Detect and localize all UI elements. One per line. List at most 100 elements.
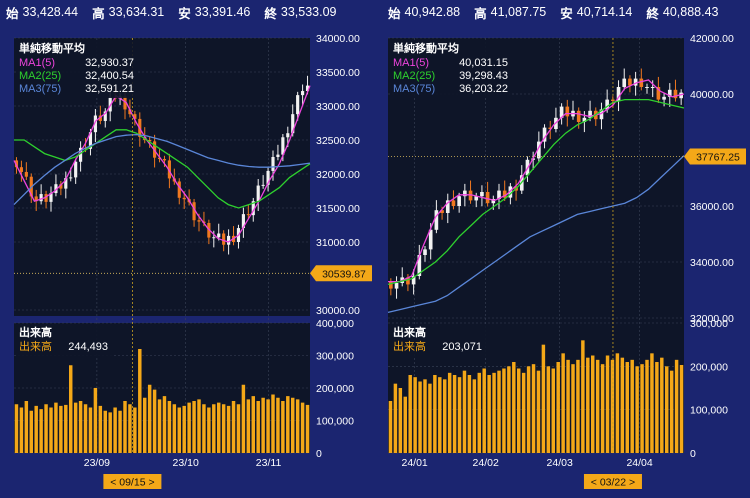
candle-body <box>162 159 167 161</box>
close-value: 40,888.43 <box>662 5 719 19</box>
volume-bar <box>472 379 477 453</box>
high-value: 33,634.31 <box>108 5 165 19</box>
volume-bar <box>98 405 103 453</box>
volume-bar <box>162 396 167 453</box>
candle-body <box>417 255 422 276</box>
candle-body <box>305 85 310 92</box>
volume-bar <box>423 379 427 453</box>
candle-body <box>14 160 19 168</box>
volume-bar <box>271 394 275 453</box>
candle-body <box>451 200 456 206</box>
candle-body <box>74 161 78 178</box>
volume-bar <box>276 397 280 453</box>
candle-body <box>645 87 649 88</box>
ma-legend-name: MA1(5) <box>393 57 429 69</box>
volume-bar <box>123 401 127 453</box>
volume-bar <box>256 401 260 453</box>
x-tick-label: 23/09 <box>84 457 110 469</box>
candle-body <box>49 193 53 202</box>
candle-body <box>605 99 609 110</box>
volume-bar <box>467 375 472 453</box>
volume-bar <box>433 375 437 453</box>
ma-legend-name: MA2(25) <box>393 70 435 82</box>
volume-bar <box>217 402 221 453</box>
close-value: 33,533.09 <box>280 5 337 19</box>
volume-bar <box>398 388 403 453</box>
volume-bar <box>408 375 412 453</box>
candle-body <box>440 210 444 213</box>
volume-bar <box>291 397 295 453</box>
volume-bar <box>595 359 600 453</box>
candle-body <box>276 154 280 157</box>
volume-bar <box>286 396 290 453</box>
volume-bar <box>44 404 48 453</box>
candle-body <box>463 190 467 197</box>
ma-legend-name: MA2(25) <box>19 70 61 82</box>
ma3-line <box>387 155 685 314</box>
volume-bar <box>531 364 536 453</box>
candle-body <box>227 235 231 245</box>
volume-bar <box>635 366 639 453</box>
volume-bar <box>438 377 442 453</box>
volume-bar <box>300 402 305 453</box>
indicator-title: 単純移動平均 <box>393 41 459 55</box>
candle-body <box>301 91 305 96</box>
volume-bar <box>452 375 457 453</box>
volume-bar <box>14 404 19 453</box>
volume-title: 出来高 <box>19 325 52 339</box>
candle-body <box>474 196 479 201</box>
volume-bar <box>413 377 417 453</box>
volume-bar <box>152 389 157 453</box>
volume-bar <box>34 405 38 453</box>
candle-body <box>389 281 393 289</box>
volume-bar <box>207 407 211 453</box>
volume-bar <box>54 402 58 453</box>
price-tick-label: 42000.00 <box>690 33 734 45</box>
candle-body <box>582 117 587 122</box>
volume-tick-label: 200,000 <box>316 383 354 395</box>
candle-body <box>559 106 564 118</box>
volume-bar <box>73 402 78 453</box>
price-tick-label: 32000.00 <box>690 313 734 325</box>
candle-body <box>281 137 285 155</box>
volume-tick-label: 400,000 <box>316 318 354 330</box>
volume-bar <box>187 402 191 453</box>
volume-bar <box>679 365 684 453</box>
volume-tick-label: 0 <box>690 448 696 460</box>
ma3-line <box>13 133 311 206</box>
ma2-line <box>14 129 311 209</box>
volume-bar <box>108 412 112 453</box>
open-value: 40,942.88 <box>404 5 461 19</box>
candle-body <box>251 201 255 216</box>
volume-bar <box>393 383 398 453</box>
volume-bar <box>487 375 491 453</box>
ohlc-header-left: 始 33,428.44 高 33,634.31 安 33,391.46 終 33… <box>0 0 375 24</box>
candle-body <box>148 140 152 142</box>
x-tick-label: 23/10 <box>173 457 199 469</box>
volume-bar <box>226 405 231 453</box>
candle-body <box>542 127 547 142</box>
chart-panel-1: 34000.00 33500.00 33000.00 32500.00 32000.00… <box>13 33 372 489</box>
ma-legend-name: MA3(75) <box>393 83 435 95</box>
volume-bar <box>221 404 226 453</box>
volume-bar <box>133 407 137 453</box>
open-label: 始 <box>6 6 19 21</box>
candle-body <box>241 214 245 229</box>
candle-body <box>628 78 632 86</box>
volume-bar <box>113 407 117 453</box>
volume-bar <box>630 359 634 453</box>
candle-body <box>588 110 592 118</box>
volume-bar <box>669 370 674 453</box>
candle-body <box>639 78 644 87</box>
volume-bar <box>610 359 615 453</box>
candle-body <box>296 95 300 115</box>
price-tick-label: 31000.00 <box>316 237 360 249</box>
volume-bar <box>236 404 241 453</box>
price-tick-label: 36000.00 <box>690 201 734 213</box>
volume-bar <box>29 410 33 453</box>
candle-body <box>656 87 661 100</box>
low-value: 40,714.14 <box>576 5 633 19</box>
candle-body <box>246 214 250 216</box>
